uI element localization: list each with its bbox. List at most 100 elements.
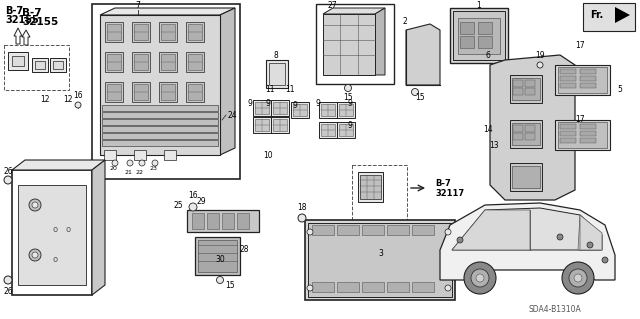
Polygon shape [615, 7, 630, 23]
Bar [159, 82, 177, 102]
Bar [107, 84, 121, 100]
Text: 14: 14 [483, 125, 493, 135]
Bar [580, 138, 596, 143]
Circle shape [602, 257, 608, 263]
Text: 9: 9 [292, 100, 298, 109]
Bar [308, 223, 452, 297]
Text: o: o [52, 256, 58, 264]
Circle shape [4, 276, 12, 284]
Bar [580, 69, 596, 74]
Polygon shape [220, 8, 235, 155]
Text: 29: 29 [196, 197, 206, 206]
Text: 13: 13 [489, 140, 499, 150]
Bar [339, 124, 353, 136]
Text: 27: 27 [327, 2, 337, 11]
Circle shape [29, 199, 41, 211]
Circle shape [298, 214, 306, 222]
Text: Fr.: Fr. [590, 10, 604, 20]
Text: 23: 23 [149, 166, 157, 170]
Polygon shape [100, 15, 220, 155]
Bar [512, 166, 540, 188]
Bar [293, 104, 307, 116]
Bar [560, 131, 576, 136]
Bar [560, 124, 576, 129]
Bar [555, 120, 610, 150]
Polygon shape [12, 160, 105, 170]
Polygon shape [14, 28, 22, 44]
Text: o: o [65, 226, 70, 234]
Text: o: o [52, 226, 58, 234]
Bar [102, 133, 218, 139]
Text: SDA4-B1310A: SDA4-B1310A [529, 306, 581, 315]
Bar [187, 210, 259, 232]
Bar [580, 124, 596, 129]
Bar [312, 225, 334, 235]
Text: 15: 15 [415, 93, 425, 101]
Bar [339, 104, 353, 116]
Bar [255, 102, 269, 114]
Bar [35, 61, 45, 69]
Bar [186, 22, 204, 42]
Bar [105, 82, 123, 102]
Circle shape [75, 102, 81, 108]
Bar [207, 213, 219, 229]
Text: 26: 26 [3, 286, 13, 295]
Bar [580, 131, 596, 136]
Circle shape [445, 229, 451, 235]
Polygon shape [323, 8, 385, 14]
Text: 20: 20 [109, 166, 117, 170]
Bar [412, 282, 434, 292]
Bar [188, 84, 202, 100]
Bar [513, 133, 523, 140]
Polygon shape [406, 24, 440, 85]
Text: 21: 21 [124, 169, 132, 174]
Circle shape [562, 262, 594, 294]
Bar [525, 88, 535, 95]
Bar [558, 67, 607, 93]
Polygon shape [452, 208, 602, 250]
Bar [253, 117, 271, 133]
Bar [337, 122, 355, 138]
Polygon shape [578, 215, 600, 250]
Text: 15: 15 [225, 280, 235, 290]
Bar [312, 282, 334, 292]
Bar [560, 76, 576, 81]
Bar [316, 4, 394, 84]
Text: 9: 9 [348, 121, 353, 130]
Bar [186, 82, 204, 102]
Text: 16: 16 [73, 91, 83, 100]
Bar [53, 61, 63, 69]
Bar [513, 88, 523, 95]
Bar [450, 8, 508, 63]
Text: 15: 15 [343, 93, 353, 101]
Bar [12, 170, 92, 295]
Bar [18, 185, 86, 285]
Circle shape [471, 269, 489, 287]
Bar [159, 52, 177, 72]
Bar [195, 237, 240, 275]
Text: 8: 8 [274, 50, 278, 60]
Bar [253, 100, 271, 116]
Circle shape [307, 229, 313, 235]
Bar [107, 54, 121, 70]
Bar [4, 45, 69, 90]
Bar [305, 220, 455, 300]
Circle shape [464, 262, 496, 294]
Bar [362, 225, 384, 235]
Bar [458, 18, 500, 54]
Bar [132, 52, 150, 72]
Text: 28: 28 [240, 246, 250, 255]
Text: 32117: 32117 [435, 189, 464, 197]
Bar [12, 56, 24, 66]
Bar [161, 24, 175, 40]
Bar [100, 15, 220, 155]
Bar [102, 105, 218, 111]
Bar [337, 225, 359, 235]
Bar [132, 22, 150, 42]
Bar [161, 84, 175, 100]
Text: 25: 25 [173, 201, 183, 210]
Bar [192, 213, 204, 229]
Text: 22: 22 [136, 169, 144, 174]
Bar [291, 102, 309, 118]
Circle shape [112, 160, 118, 166]
